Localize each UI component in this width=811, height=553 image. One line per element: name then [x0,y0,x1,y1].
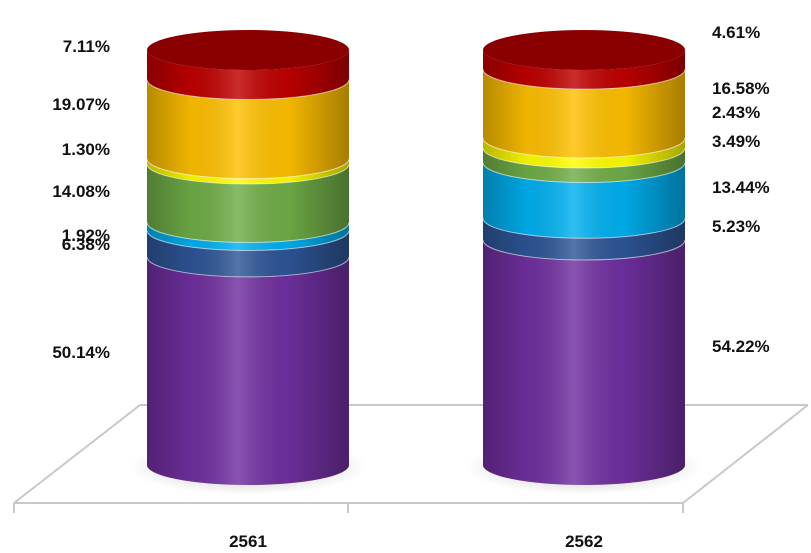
bar-2562-series-6-shading [483,69,685,158]
bar-2561-series-3 [146,222,350,251]
bar-2562-series-5-shading [483,137,685,169]
bar-2562-series-3-shading [483,162,685,239]
data-label-2561-series-3: 1.92% [62,226,110,245]
bar-2561-series-7-shading [147,50,349,100]
data-label-2561-series-2: 6.38% [62,235,110,254]
bar-2562-series-3-edge [482,218,686,239]
bar-2562-series-2-edge [482,239,686,261]
bar-2561-series-1 [147,256,349,485]
bar-2561-series-6-shading [147,79,349,179]
bar-2562-series-6-edge [482,137,686,159]
bar-2562-series-5 [482,137,686,169]
cylinder-bars [129,30,703,495]
bar-2562-series-4-edge [482,162,686,184]
bar-2561-series-6 [146,79,350,180]
bar-2562-series-4 [482,148,686,184]
bar-2562-series-3 [482,162,686,239]
bar-2562-series-7 [482,50,686,90]
data-labels: 50.14% 6.38%1.92% 14.08% 1.30% 19.07% 7.11% 54… [52,23,769,362]
bar-2561-series-2-shading [147,230,349,277]
bar-2561-series-7 [146,50,350,101]
category-axis-labels: 2561 2562 [229,532,603,551]
bar-2562-series-7-edge [482,69,686,90]
bar-2561-series-7-edge [146,79,350,101]
category-label-2561: 2561 [229,532,267,551]
data-label-2562-series-6: 16.58% [712,79,770,98]
bar-2561-series-4-edge [146,222,350,243]
data-label-2561-series-6: 19.07% [52,95,110,114]
bar-2561-series-3-shading [147,222,349,251]
bar-2562-series-2-shading [483,218,685,260]
floor-left-edge [13,404,141,504]
data-label-2562-series-5: 2.43% [712,103,760,122]
bar-2561-series-5-shading [147,158,349,185]
bar-2562-series-1 [483,239,685,485]
category-label-2562: 2562 [565,532,603,551]
data-label-2562-series-1: 54.22% [712,337,770,356]
bar-2561-series-5-edge [146,163,350,185]
data-label-2561-series-5: 1.30% [62,140,110,159]
bar-2561-series-2 [146,230,350,278]
bar-2561-top-cap [147,30,349,70]
bar-2562-series-1-shading [483,239,685,485]
data-label-2561-series-1: 50.14% [52,343,110,362]
bar-2562-series-7-shading [483,50,685,90]
bar-2562-series-6 [482,69,686,159]
bar-2562-series-5-edge [482,147,686,169]
bar-2561-series-1-shading [147,256,349,485]
data-label-2562-series-3: 13.44% [712,178,770,197]
data-label-2562-series-7: 4.61% [712,23,760,42]
bar-2561-series-4-shading [147,164,349,243]
bar-2562-series-4-shading [483,148,685,183]
bar-2561-series-5 [146,158,350,185]
bar-2561-series-2-edge [146,256,350,278]
bar-2561-series-6-edge [146,158,350,180]
bar-2561-series-4 [146,164,350,243]
data-label-2561-series-4: 14.08% [52,182,110,201]
data-label-2562-series-2: 5.23% [712,217,760,236]
data-label-2561-series-7: 7.11% [63,37,110,56]
bar-2562-top-cap [483,30,685,70]
bar-2562-series-2 [482,218,686,261]
data-label-2562-series-4: 3.49% [712,132,760,151]
floor-right-edge [682,404,809,504]
bar-2561-series-3-edge [146,230,350,251]
